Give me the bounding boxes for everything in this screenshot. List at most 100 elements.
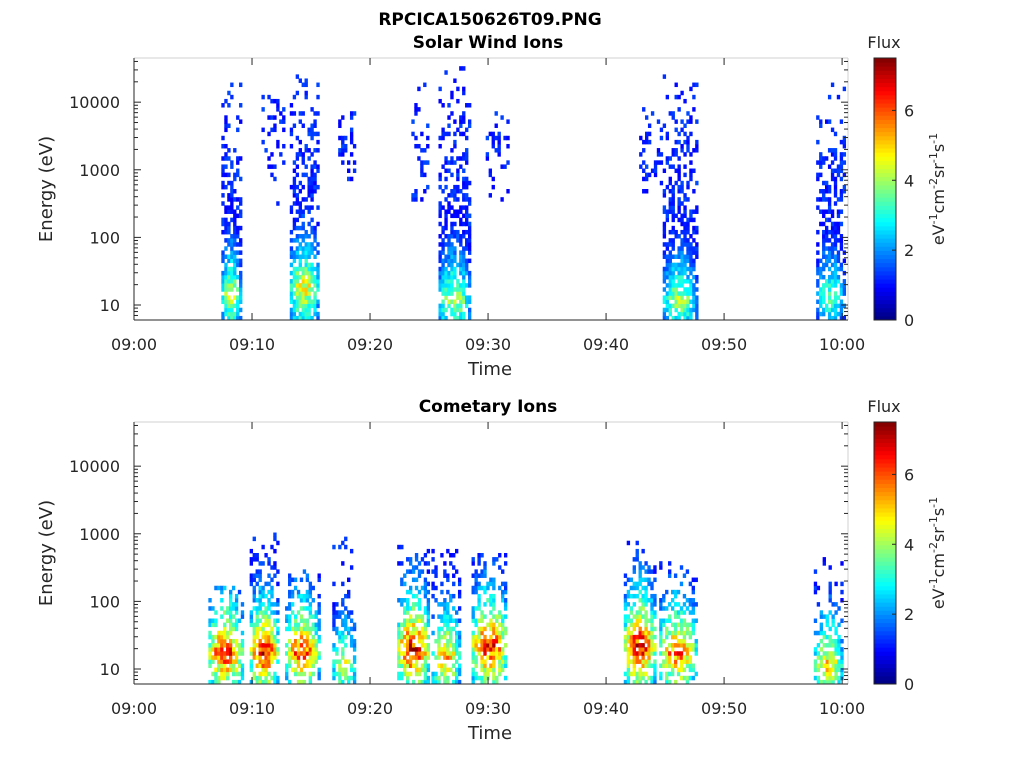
flux-cell (452, 593, 456, 599)
flux-cell (438, 303, 442, 309)
flux-cell (224, 172, 228, 178)
flux-cell (677, 209, 681, 214)
flux-cell (313, 160, 317, 165)
flux-cell (234, 671, 239, 677)
flux-cell (474, 655, 478, 660)
flux-cell (819, 610, 824, 615)
flux-cell (670, 671, 675, 677)
flux-cell (462, 254, 466, 259)
flux-cell (443, 614, 447, 619)
flux-cell (313, 123, 317, 128)
flux-cell (488, 172, 492, 178)
flux-cell (842, 291, 847, 296)
flux-cell (233, 148, 237, 153)
flux-cell (234, 618, 239, 623)
flux-cell (641, 643, 645, 648)
flux-cell (270, 164, 274, 169)
flux-cell (292, 184, 297, 190)
flux-cell (239, 279, 243, 284)
flux-cell (258, 606, 262, 611)
flux-cell (632, 663, 636, 669)
flux-cell (456, 283, 460, 288)
flux-cell (644, 618, 648, 623)
flux-cell (492, 671, 496, 677)
flux-cell (467, 201, 472, 206)
flux-cell (226, 618, 230, 623)
flux-cell (665, 258, 670, 264)
colorbar-step (874, 540, 896, 546)
flux-cell (825, 667, 829, 673)
flux-cell (438, 283, 442, 288)
flux-cell (656, 160, 661, 165)
flux-cell (313, 291, 317, 296)
flux-cell (662, 295, 667, 300)
flux-cell (450, 229, 454, 235)
flux-cell (455, 679, 459, 685)
flux-cell (641, 630, 645, 636)
flux-cell (441, 229, 445, 235)
flux-cell (447, 168, 451, 174)
colorbar-step (874, 238, 896, 243)
flux-cell (217, 651, 221, 656)
flux-cell (279, 152, 283, 157)
flux-cell (295, 172, 300, 178)
flux-cell (313, 254, 317, 259)
flux-cell (447, 254, 451, 259)
colorbar-tick-label: 0 (904, 311, 914, 330)
flux-cell (827, 238, 832, 243)
flux-cell (465, 262, 469, 268)
flux-cell (406, 622, 410, 628)
flux-cell (236, 156, 240, 161)
flux-cell (224, 164, 228, 169)
flux-cell (234, 606, 239, 611)
flux-cell (471, 634, 475, 640)
flux-cell (258, 647, 262, 652)
flux-cell (457, 589, 462, 595)
flux-cell (629, 606, 634, 611)
flux-cell (227, 283, 231, 288)
flux-cell (501, 614, 505, 619)
flux-cell (270, 593, 274, 599)
flux-cell (486, 655, 490, 660)
flux-cell (252, 536, 256, 542)
flux-cell (335, 614, 339, 619)
flux-cell (338, 148, 342, 153)
flux-cell (292, 307, 297, 313)
flux-cell (650, 626, 654, 632)
flux-cell (411, 602, 416, 607)
flux-cell (462, 246, 466, 251)
flux-cell (465, 103, 469, 108)
flux-cell (332, 675, 336, 681)
flux-cell (688, 598, 693, 603)
flux-cell (307, 270, 311, 276)
flux-cell (813, 581, 818, 587)
flux-cell (307, 266, 311, 272)
flux-cell (830, 270, 835, 276)
flux-cell (673, 589, 678, 595)
flux-cell (459, 131, 463, 137)
flux-cell (295, 238, 300, 243)
flux-cell (635, 593, 639, 599)
flux-cell (830, 176, 835, 182)
flux-cell (226, 667, 230, 673)
flux-cell (276, 569, 280, 574)
colorbar-step (874, 557, 896, 562)
flux-cell (444, 279, 448, 284)
flux-cell (659, 602, 663, 607)
flux-cell (692, 238, 696, 243)
flux-cell (677, 172, 681, 178)
flux-cell (827, 266, 832, 272)
flux-cell (434, 638, 438, 644)
flux-cell (249, 659, 254, 664)
flux-cell (492, 622, 496, 628)
flux-cell (686, 254, 690, 259)
flux-cell (827, 246, 832, 251)
flux-cell (659, 598, 663, 603)
flux-cell (638, 565, 642, 570)
flux-cell (673, 614, 678, 619)
flux-cell (462, 66, 466, 71)
flux-cell (449, 561, 453, 566)
flux-cell (249, 561, 254, 566)
flux-cell (626, 659, 631, 664)
flux-cell (302, 606, 307, 611)
